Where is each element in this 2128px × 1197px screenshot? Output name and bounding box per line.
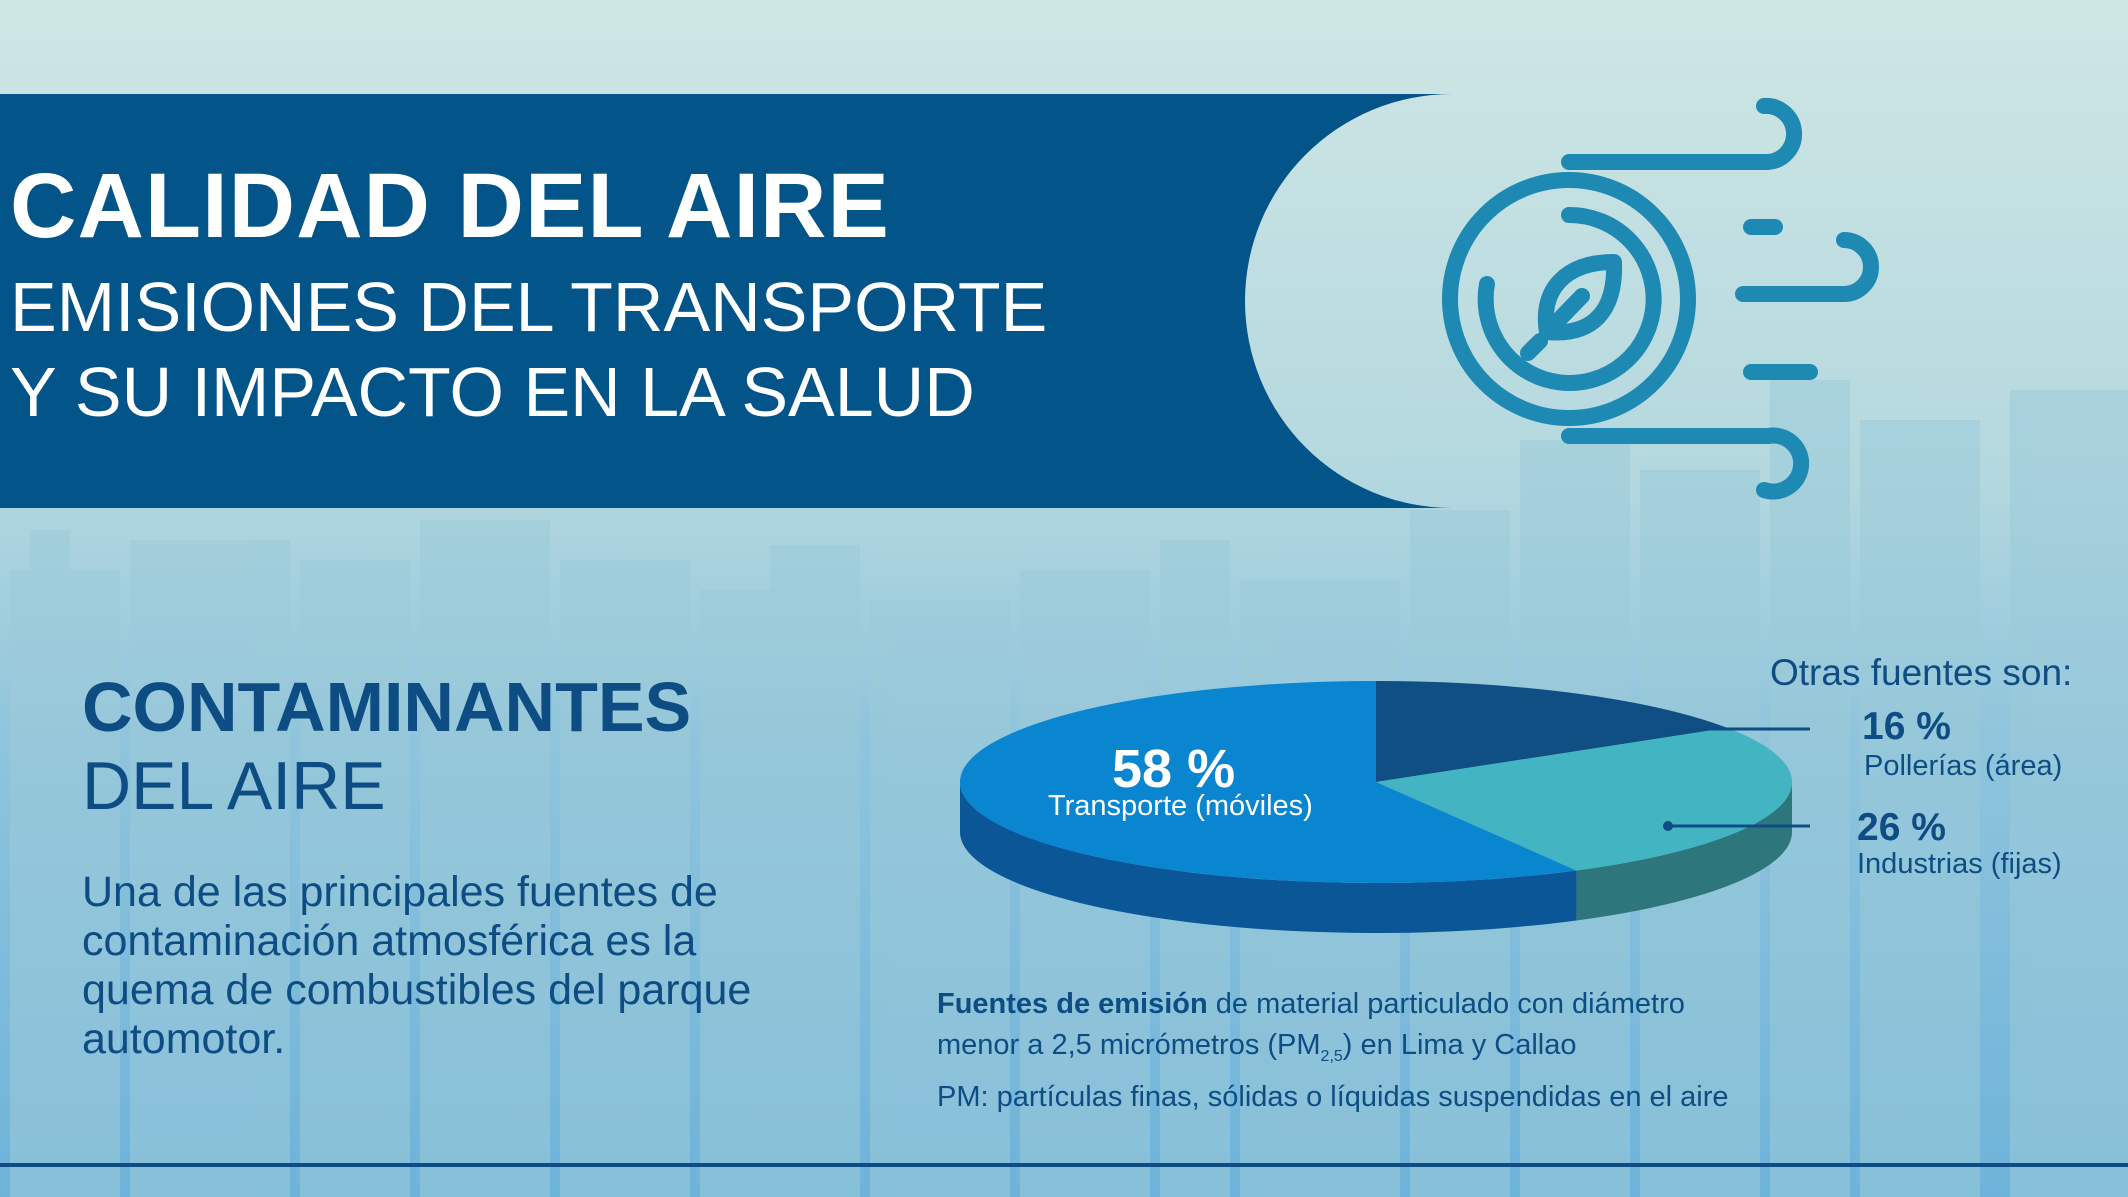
section-subtitle: DEL AIRE — [82, 748, 386, 824]
data-label-industrias-name: Industrias (fijas) — [1857, 848, 2062, 880]
pie-side-transport — [960, 782, 1577, 933]
data-label-industrias-value: 26 % — [1857, 806, 1946, 849]
pie-slice-transport — [959, 681, 1577, 883]
city-skyline — [10, 380, 2128, 1197]
other-sources-heading: Otras fuentes son: — [1770, 652, 2073, 693]
chart-caption: Fuentes de emisión de material particula… — [937, 984, 1729, 1118]
pie-slice-industries — [1376, 727, 1792, 871]
caption-line1: Fuentes de emisión de material particula… — [937, 984, 1729, 1025]
intro-paragraph: Una de las principales fuentes de contam… — [82, 868, 752, 1063]
page-subtitle-line1: EMISIONES DEL TRANSPORTE — [10, 268, 1048, 346]
page-subtitle-line2: Y SU IMPACTO EN LA SALUD — [10, 353, 975, 431]
leader-dot-industrias — [1663, 821, 1673, 831]
caption-bold: Fuentes de emisión — [937, 988, 1208, 1020]
pie-side-industries — [1576, 782, 1792, 921]
caption-line3: PM: partículas finas, sólidas o líquidas… — [937, 1080, 1729, 1113]
data-label-transport-name: Transporte (móviles) — [1048, 790, 1313, 822]
data-label-pollerias-value: 16 % — [1862, 705, 1951, 748]
section-title: CONTAMINANTES — [82, 668, 692, 746]
data-label-pollerias-name: Pollerías (área) — [1864, 750, 2063, 782]
page-title: CALIDAD DEL AIRE — [10, 155, 890, 257]
caption-line2: menor a 2,5 micrómetros (PM2,5) en Lima … — [937, 1029, 1577, 1065]
pie-slice-pollerias — [1376, 681, 1728, 782]
leader-lines — [1663, 727, 1810, 831]
emission-sources-pie-chart — [959, 681, 1792, 933]
leaf-wind-circle-icon — [1442, 97, 1879, 500]
caption-line1-rest: de material particulado con diámetro — [1207, 988, 1685, 1020]
bottom-divider — [0, 1163, 2128, 1167]
data-label-transport-value: 58 % — [1112, 739, 1236, 799]
title-banner — [0, 94, 1452, 508]
